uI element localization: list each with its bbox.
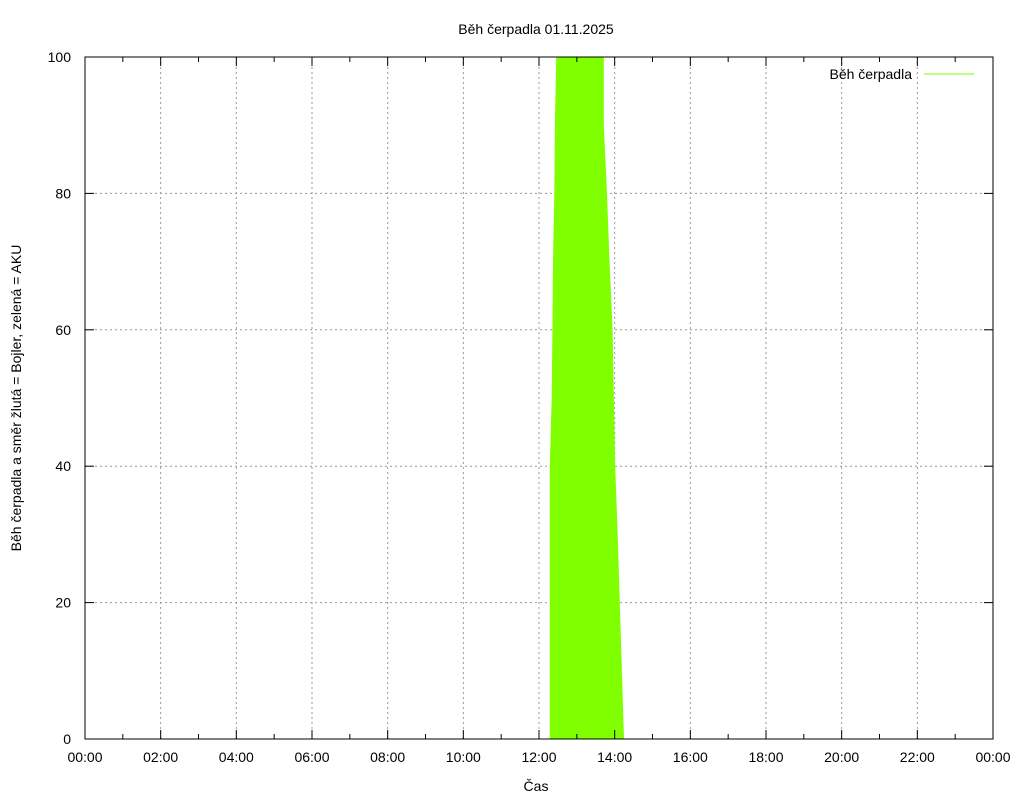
x-tick-label: 16:00 — [673, 749, 708, 765]
x-tick-label: 00:00 — [975, 749, 1010, 765]
chart-title: Běh čerpadla 01.11.2025 — [458, 21, 614, 37]
legend-label: Běh čerpadla — [829, 66, 912, 82]
y-tick-label: 80 — [55, 185, 71, 201]
x-axis-label: Čas — [524, 778, 549, 794]
axis-ticks — [84, 56, 994, 740]
x-tick-label: 14:00 — [597, 749, 632, 765]
x-tick-label: 12:00 — [521, 749, 556, 765]
y-tick-label: 40 — [55, 458, 71, 474]
x-tick-labels: 00:00 02:00 04:00 06:00 08:00 10:00 12:00 14:00… — [67, 749, 1010, 765]
x-tick-label: 00:00 — [67, 749, 102, 765]
y-axis-label: Běh čerpadla a směr žlutá = Bojler, zele… — [8, 245, 24, 552]
series-area — [549, 56, 625, 740]
x-tick-label: 22:00 — [900, 749, 935, 765]
y-tick-labels: 0 20 40 60 80 100 — [48, 49, 72, 747]
legend: Běh čerpadla — [829, 66, 974, 82]
x-tick-label: 10:00 — [446, 749, 481, 765]
x-tick-label: 20:00 — [824, 749, 859, 765]
x-tick-label: 18:00 — [748, 749, 783, 765]
x-tick-label: 02:00 — [143, 749, 178, 765]
y-tick-label: 20 — [55, 595, 71, 611]
y-tick-label: 0 — [63, 731, 71, 747]
x-tick-label: 04:00 — [219, 749, 254, 765]
grid — [85, 57, 993, 739]
y-tick-label: 100 — [48, 49, 72, 65]
x-tick-label: 08:00 — [370, 749, 405, 765]
data-area — [549, 56, 625, 740]
x-tick-label: 06:00 — [294, 749, 329, 765]
y-tick-label: 60 — [55, 322, 71, 338]
